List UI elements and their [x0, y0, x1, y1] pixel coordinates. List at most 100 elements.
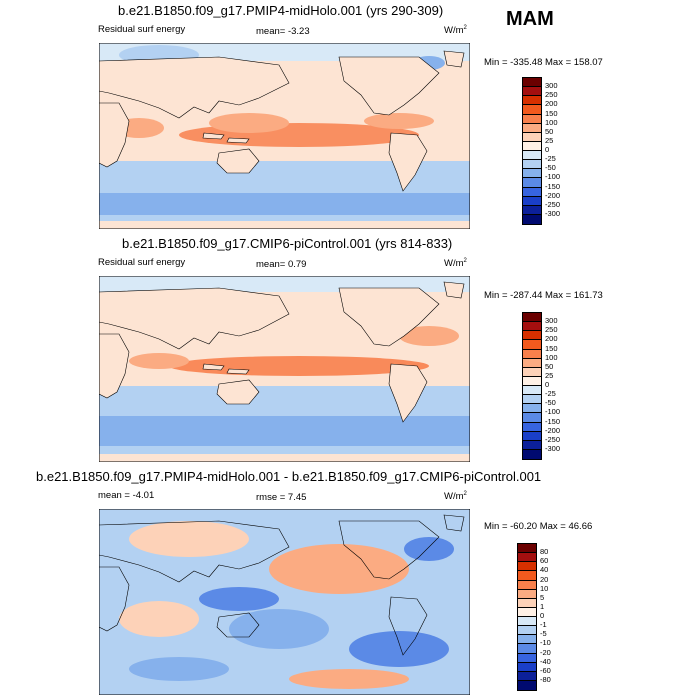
panel1-map: [99, 43, 470, 229]
panel1-stat: mean= -3.23: [256, 26, 310, 37]
colorbar-tick-label: 25: [545, 370, 554, 380]
panel2-title: b.e21.B1850.f09_g17.CMIP6-piControl.001 …: [122, 236, 453, 251]
colorbar-swatch: [523, 322, 541, 332]
colorbar-tick-label: 0: [545, 145, 550, 154]
colorbar-swatch: [518, 562, 536, 572]
colorbar-tick-label: 80: [540, 547, 549, 557]
panel1-left-label: Residual surf energy: [98, 24, 186, 35]
colorbar-swatch: [523, 431, 541, 441]
colorbar-tick-label: 60: [540, 556, 549, 566]
colorbar-tick-label: -50: [545, 398, 556, 408]
colorbar-swatch: [518, 626, 536, 636]
panel3-stat: rmse = 7.45: [256, 492, 307, 503]
colorbar-tick-label: 40: [540, 565, 549, 575]
colorbar-tick-label: -250: [545, 434, 561, 444]
colorbar-tick-label: 300: [545, 81, 558, 91]
colorbar-tick-label: 100: [545, 352, 558, 362]
panel3-left-label: mean = -4.01: [98, 490, 155, 501]
colorbar-swatch: [523, 78, 541, 88]
colorbar-tick-label: -25: [545, 154, 556, 164]
colorbar-swatch: [523, 449, 541, 459]
colorbar-swatch: [523, 422, 541, 432]
colorbar-swatch: [523, 105, 541, 115]
colorbar-swatch: [523, 114, 541, 124]
colorbar-swatch: [518, 544, 536, 554]
colorbar-tick-label: 10: [540, 583, 549, 593]
panel3-minmax: Min = -60.20 Max = 46.66: [484, 521, 593, 532]
colorbar-tick-label: -80: [540, 674, 551, 684]
colorbar-swatch: [523, 169, 541, 179]
colorbar-swatch: [523, 196, 541, 206]
colorbar-swatch: [523, 96, 541, 106]
panel1-title: b.e21.B1850.f09_g17.PMIP4-midHolo.001 (y…: [118, 3, 444, 18]
colorbar-tick-label: 150: [545, 343, 558, 353]
panel2-units: W/m2: [444, 258, 467, 270]
colorbar-tick-label: 1: [540, 601, 545, 611]
colorbar-tick-label: -300: [545, 443, 561, 453]
colorbar-tick-label: -200: [545, 425, 561, 435]
colorbar-swatch: [523, 376, 541, 386]
colorbar-swatch: [518, 644, 536, 654]
colorbar-swatch: [523, 367, 541, 377]
colorbar-swatch: [523, 178, 541, 188]
colorbar-tick-label: -25: [545, 389, 556, 399]
colorbar-swatch: [518, 553, 536, 563]
panel2-left-label: Residual surf energy: [98, 257, 186, 268]
colorbar-swatch: [523, 349, 541, 359]
colorbar-swatch: [523, 141, 541, 151]
panel3-colorbar: [517, 543, 537, 691]
colorbar-tick-label: -60: [540, 665, 551, 675]
colorbar-swatch: [523, 358, 541, 368]
colorbar-tick-label: -40: [540, 656, 551, 666]
colorbar-swatch: [518, 607, 536, 617]
colorbar-swatch: [523, 132, 541, 142]
colorbar-swatch: [518, 598, 536, 608]
colorbar-swatch: [523, 187, 541, 197]
panel2-minmax: Min = -287.44 Max = 161.73: [484, 290, 603, 301]
colorbar-tick-label: 250: [545, 90, 558, 100]
colorbar-swatch: [518, 580, 536, 590]
colorbar-tick-label: -250: [545, 199, 561, 209]
colorbar-swatch: [523, 313, 541, 323]
colorbar-swatch: [518, 671, 536, 681]
colorbar-tick-label: 0: [545, 380, 550, 389]
colorbar-swatch: [518, 571, 536, 581]
colorbar-tick-label: 20: [540, 574, 549, 584]
colorbar-swatch: [518, 662, 536, 672]
colorbar-tick-label: -5: [540, 629, 547, 639]
colorbar-tick-label: -150: [545, 181, 561, 191]
panel3-title: b.e21.B1850.f09_g17.PMIP4-midHolo.001 - …: [36, 469, 542, 484]
colorbar-tick-label: 0: [540, 611, 545, 620]
colorbar-swatch: [523, 205, 541, 215]
colorbar-swatch: [523, 214, 541, 224]
colorbar-swatch: [523, 404, 541, 414]
colorbar-tick-label: 50: [545, 126, 554, 136]
season-label: MAM: [506, 8, 554, 30]
panel1-colorbar: [522, 77, 542, 225]
panel2-stat: mean= 0.79: [256, 259, 307, 270]
colorbar-tick-label: -10: [540, 638, 551, 648]
colorbar-swatch: [523, 87, 541, 97]
colorbar-tick-label: 250: [545, 325, 558, 335]
colorbar-swatch: [523, 395, 541, 405]
colorbar-tick-label: -20: [540, 647, 551, 657]
colorbar-swatch: [518, 589, 536, 599]
colorbar-tick-label: -100: [545, 407, 561, 417]
panel2-map: [99, 276, 470, 462]
colorbar-swatch: [523, 440, 541, 450]
panel3-map: [99, 509, 470, 695]
colorbar-swatch: [518, 617, 536, 627]
colorbar-swatch: [518, 680, 536, 690]
colorbar-tick-label: 200: [545, 99, 558, 109]
colorbar-swatch: [523, 413, 541, 423]
colorbar-tick-label: 100: [545, 117, 558, 127]
colorbar-tick-label: 5: [540, 592, 545, 602]
colorbar-tick-label: 300: [545, 316, 558, 326]
colorbar-tick-label: -150: [545, 416, 561, 426]
colorbar-swatch: [523, 331, 541, 341]
colorbar-swatch: [523, 386, 541, 396]
panel1-units: W/m2: [444, 25, 467, 37]
colorbar-swatch: [523, 340, 541, 350]
colorbar-tick-label: -1: [540, 620, 547, 630]
colorbar-tick-label: 50: [545, 361, 554, 371]
